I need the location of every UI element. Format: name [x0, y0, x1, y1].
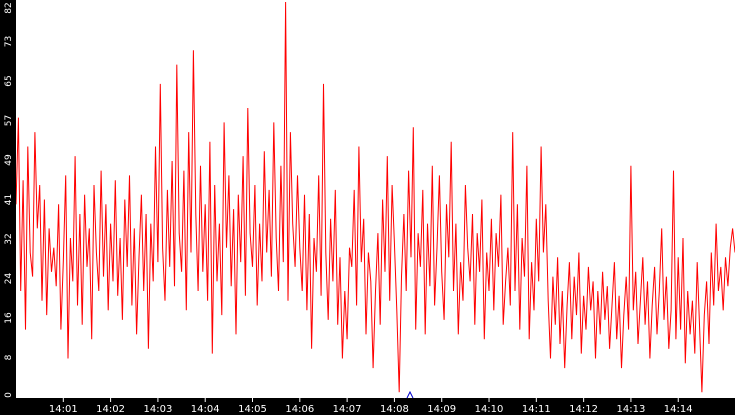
x-tick-label: 14:09: [427, 404, 456, 415]
y-tick-label: 73: [4, 36, 14, 47]
x-tick-label: 14:06: [285, 404, 314, 415]
y-tick-label: 0: [4, 392, 14, 398]
x-tick-label: 14:13: [616, 404, 645, 415]
current-position-marker: [406, 390, 414, 399]
x-axis: 14:01 14:02 14:03 14:04 14:05 14:06 14:07 14:08…: [49, 398, 693, 415]
x-tick-label: 14:11: [522, 404, 551, 415]
series-line-0: [15, 1, 735, 393]
y-axis-band: [0, 0, 16, 415]
y-tick-label: 16: [4, 312, 14, 324]
y-tick-label: 57: [4, 115, 14, 126]
y-tick-label: 82: [4, 2, 14, 13]
x-tick-label: 14:03: [143, 404, 172, 415]
x-tick-label: 14:04: [191, 404, 220, 415]
x-tick-label: 14:08: [380, 404, 409, 415]
y-tick-label: 65: [4, 75, 14, 86]
x-tick-label: 14:02: [96, 404, 125, 415]
x-tick-label: 14:12: [569, 404, 598, 415]
x-tick-label: 14:05: [238, 404, 267, 415]
y-tick-label: 41: [4, 194, 14, 205]
y-tick-label: 49: [4, 154, 14, 166]
y-tick-label: 8: [4, 354, 14, 360]
y-tick-label: 32: [4, 233, 14, 244]
x-tick-label: 14:14: [664, 404, 693, 415]
y-tick-label: 24: [4, 273, 14, 285]
x-tick-label: 14:10: [475, 404, 504, 415]
x-tick-label: 14:07: [333, 404, 362, 415]
plot-area: [15, 1, 735, 393]
y-axis: 0 8 16 24 32 41 49 57 65 73 82: [4, 2, 14, 398]
x-axis-band: [0, 398, 735, 415]
x-tick-label: 14:01: [49, 404, 78, 415]
